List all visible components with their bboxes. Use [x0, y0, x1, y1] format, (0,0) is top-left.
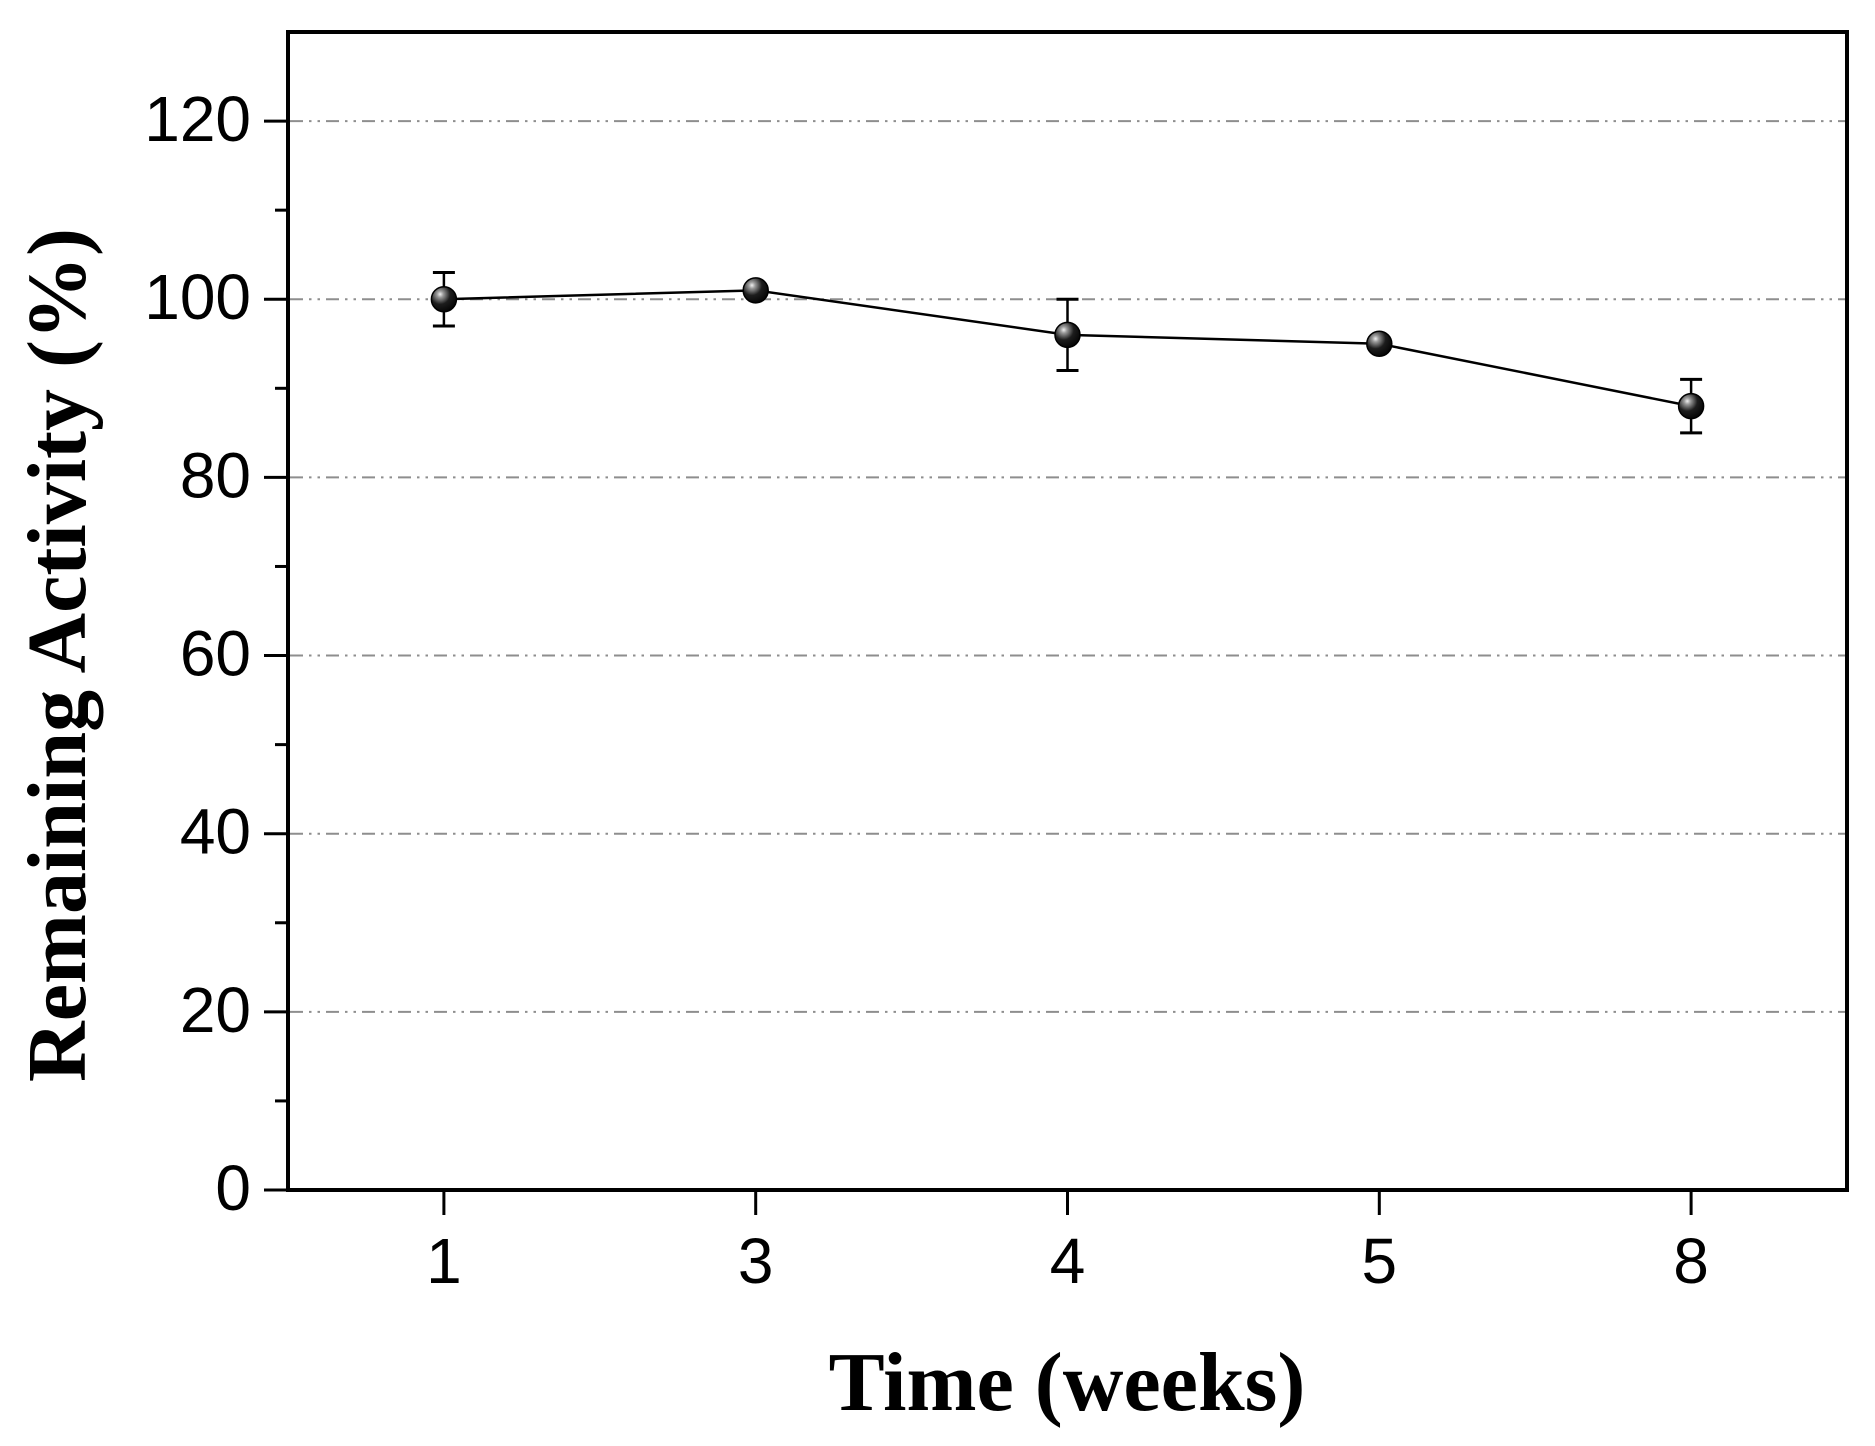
x-tick-label-3: 3 — [738, 1225, 774, 1297]
gridlines — [290, 120, 1845, 1013]
y-tick-label-40: 40 — [180, 796, 251, 868]
x-tick-label-8: 8 — [1673, 1225, 1709, 1297]
x-tick-label-5: 5 — [1362, 1225, 1398, 1297]
data-point-8 — [1677, 392, 1705, 420]
plot-border — [286, 30, 1849, 1192]
x-axis-title: Time (weeks) — [828, 1336, 1306, 1429]
axis-ticks — [264, 119, 1693, 1215]
data-point-4 — [1054, 321, 1081, 349]
y-axis-title: Remaining Activity (%) — [11, 228, 104, 1082]
x-tick-label-4: 4 — [1050, 1225, 1086, 1297]
data-point-3 — [742, 277, 769, 304]
y-tick-label-0: 0 — [215, 1152, 251, 1224]
data-series — [430, 271, 1705, 435]
y-tick-label-100: 100 — [144, 261, 251, 333]
y-tick-label-60: 60 — [180, 618, 251, 690]
y-tick-label-20: 20 — [180, 974, 251, 1046]
y-tick-label-80: 80 — [180, 439, 251, 511]
y-tick-label-120: 120 — [144, 83, 251, 155]
x-tick-label-1: 1 — [426, 1225, 462, 1297]
data-point-1 — [430, 285, 458, 313]
tick-labels: 0 20 40 60 80 100 120 1 3 4 5 8 — [144, 83, 1709, 1297]
data-point-5 — [1366, 330, 1393, 358]
